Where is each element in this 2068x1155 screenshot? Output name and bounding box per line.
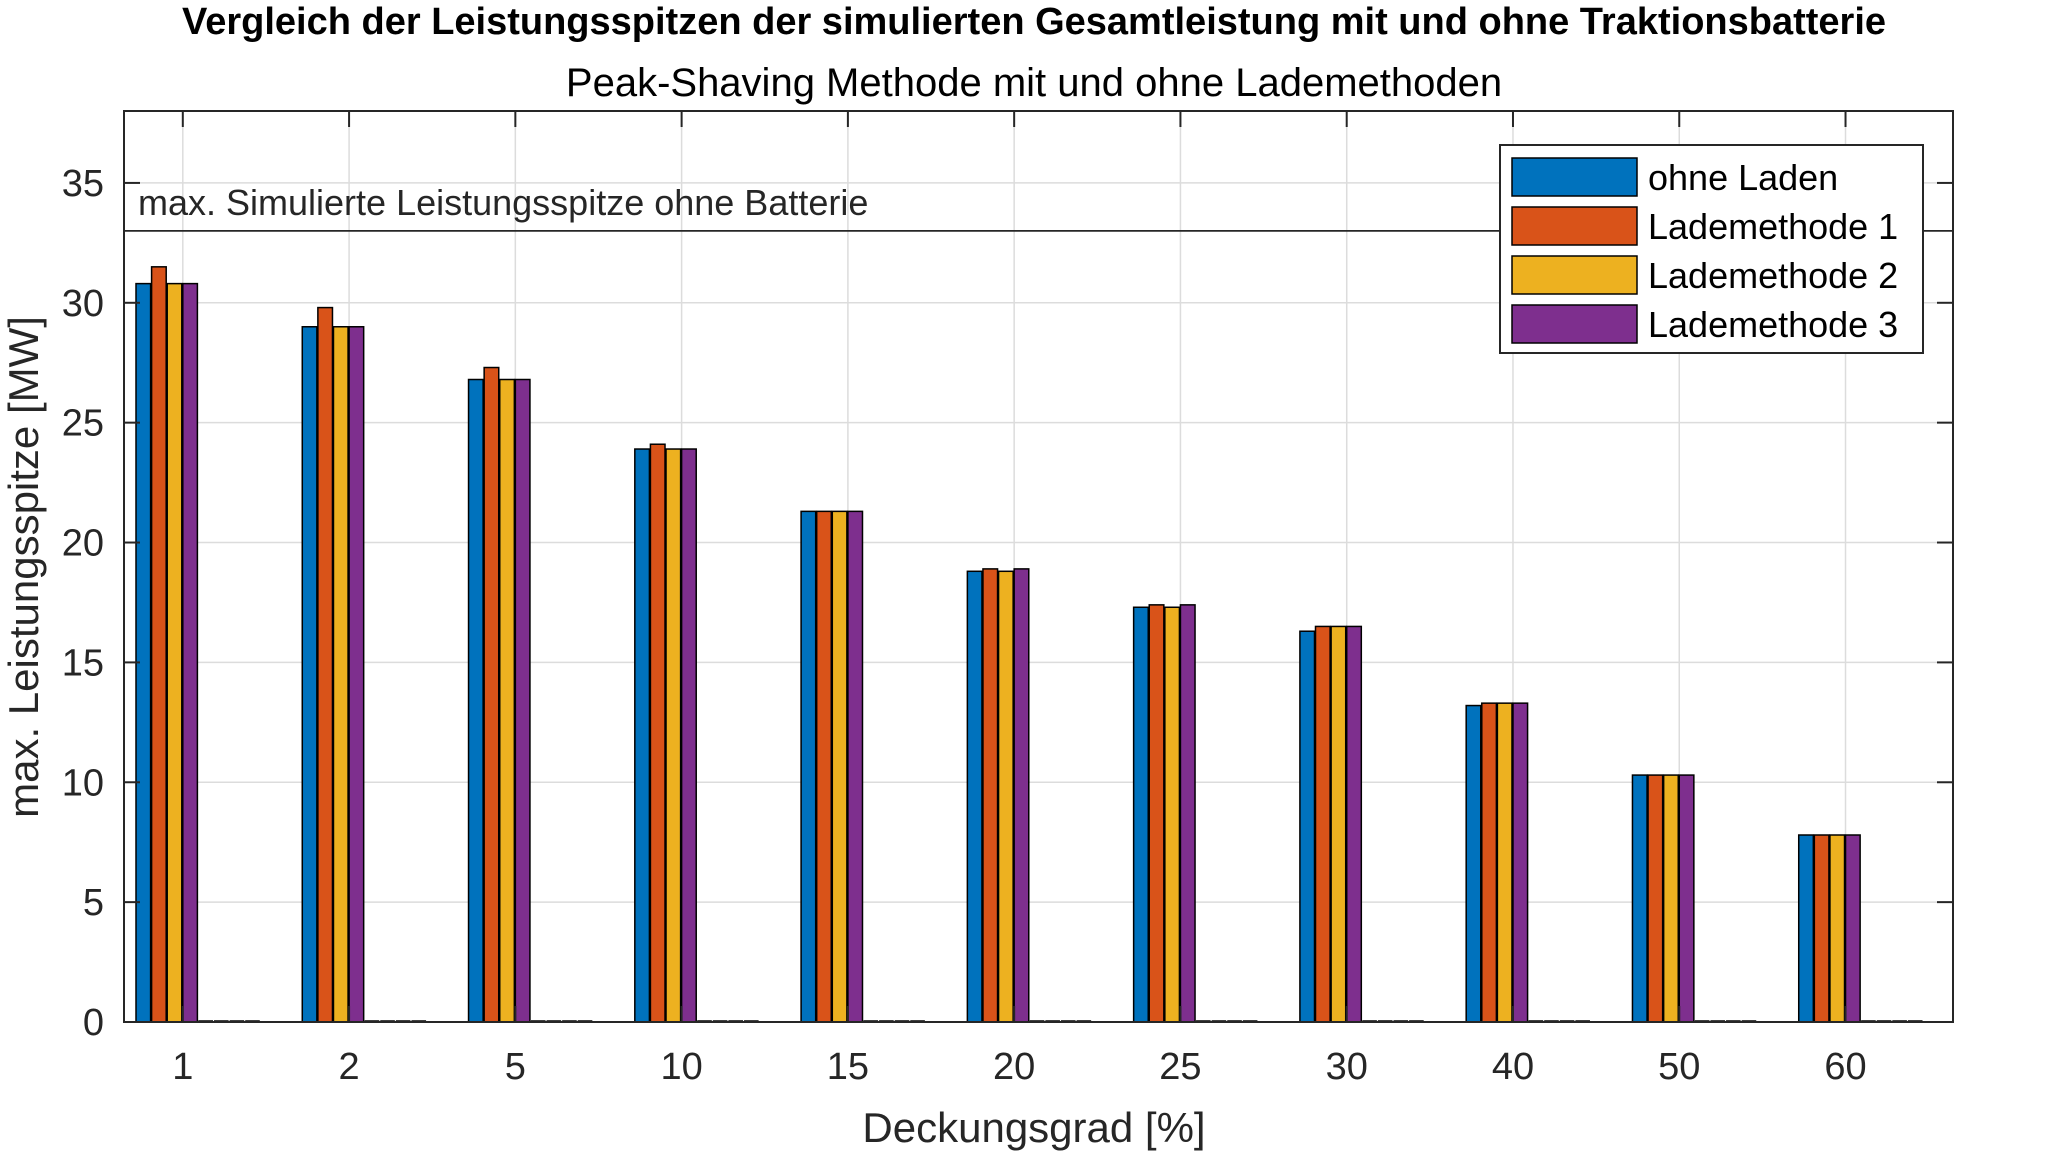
- y-tick-label: 20: [62, 523, 104, 565]
- bar: [1678, 774, 1695, 1023]
- x-tick-label: 1: [172, 1046, 193, 1088]
- bar: [1330, 625, 1347, 1023]
- bar: [1314, 625, 1331, 1023]
- bar: [301, 326, 318, 1023]
- bar: [1631, 774, 1648, 1023]
- x-tick-label: 60: [1824, 1046, 1866, 1088]
- legend-label: Lademethode 1: [1648, 206, 1898, 247]
- x-tick-label: 30: [1326, 1046, 1368, 1088]
- legend-swatch: [1511, 206, 1638, 246]
- bar: [982, 568, 999, 1023]
- bar: [317, 306, 334, 1023]
- x-tick-label: 5: [505, 1046, 526, 1088]
- bar: [665, 448, 682, 1023]
- bar: [498, 378, 516, 1023]
- legend-swatch: [1511, 304, 1638, 344]
- bar: [800, 510, 817, 1023]
- x-tick-label: 40: [1492, 1046, 1534, 1088]
- legend: ohne Laden Lademethode 1 Lademethode 2 Lade…: [1499, 144, 1924, 354]
- reference-line-label: max. Simulierte Leistungsspitze ohne Bat…: [138, 182, 868, 223]
- y-axis-ticks: 0 5 10 15 20 25 30 35: [62, 163, 1953, 1044]
- bar: [150, 266, 167, 1023]
- y-axis-label: max. Leistungsspitze [MW]: [0, 316, 47, 818]
- x-axis-label: Deckungsgrad [%]: [862, 1104, 1205, 1151]
- bar: [166, 282, 183, 1023]
- bar: [348, 326, 365, 1023]
- bar: [1481, 702, 1498, 1023]
- legend-swatch: [1511, 255, 1638, 295]
- bar: [997, 570, 1014, 1023]
- chart-title: Vergleich der Leistungsspitzen der simul…: [182, 1, 1886, 43]
- x-tick-label: 20: [993, 1046, 1035, 1088]
- bar: [1148, 604, 1165, 1023]
- y-tick-label: 0: [83, 1002, 104, 1044]
- bar: [831, 510, 848, 1023]
- bar: [1662, 774, 1680, 1023]
- y-tick-label: 25: [62, 403, 104, 445]
- bar: [1844, 834, 1861, 1023]
- bar: [1829, 834, 1846, 1023]
- y-tick-label: 35: [62, 163, 104, 205]
- x-tick-label: 25: [1159, 1046, 1201, 1088]
- bar: [1647, 774, 1664, 1023]
- bar: [514, 378, 531, 1023]
- legend-label: Lademethode 2: [1648, 255, 1898, 296]
- chart-subtitle: Peak-Shaving Methode mit und ohne Lademe…: [566, 61, 1502, 105]
- bar: [1299, 630, 1316, 1023]
- x-tick-label: 15: [827, 1046, 869, 1088]
- reference-line-group: max. Simulierte Leistungsspitze ohne Bat…: [124, 182, 1953, 232]
- bar: [1797, 834, 1815, 1023]
- y-tick-label: 5: [83, 882, 104, 924]
- bar: [966, 570, 983, 1023]
- x-tick-label: 10: [660, 1046, 702, 1088]
- bar: [332, 326, 349, 1023]
- legend-swatch: [1511, 157, 1638, 197]
- bar: [634, 448, 651, 1023]
- bar: [483, 366, 500, 1023]
- bar: [649, 443, 666, 1023]
- x-tick-label: 2: [339, 1046, 360, 1088]
- y-tick-label: 15: [62, 642, 104, 684]
- bar: [680, 448, 697, 1023]
- bar: [1164, 606, 1181, 1023]
- bar: [1345, 625, 1363, 1023]
- bar: [135, 282, 152, 1023]
- bar: [467, 378, 484, 1023]
- legend-label: Lademethode 3: [1648, 304, 1898, 345]
- bar: [1179, 604, 1196, 1023]
- legend-label: ohne Laden: [1648, 157, 1838, 198]
- bar: [1013, 568, 1030, 1023]
- bar: [1512, 702, 1529, 1023]
- plot-area-border: [123, 110, 1954, 1023]
- bar: [1132, 606, 1149, 1023]
- x-tick-label: 50: [1658, 1046, 1700, 1088]
- bar: [847, 510, 864, 1023]
- x-axis-ticks: 1 2 5 10 15 20 25 30 40 50 60: [172, 111, 1867, 1088]
- y-tick-label: 10: [62, 762, 104, 804]
- bar: [1813, 834, 1830, 1023]
- bars-group: [135, 266, 1923, 1023]
- bar: [182, 282, 199, 1023]
- y-tick-label: 30: [62, 283, 104, 325]
- bar: [1465, 704, 1482, 1023]
- bar: [1496, 702, 1513, 1023]
- bar: [815, 510, 833, 1023]
